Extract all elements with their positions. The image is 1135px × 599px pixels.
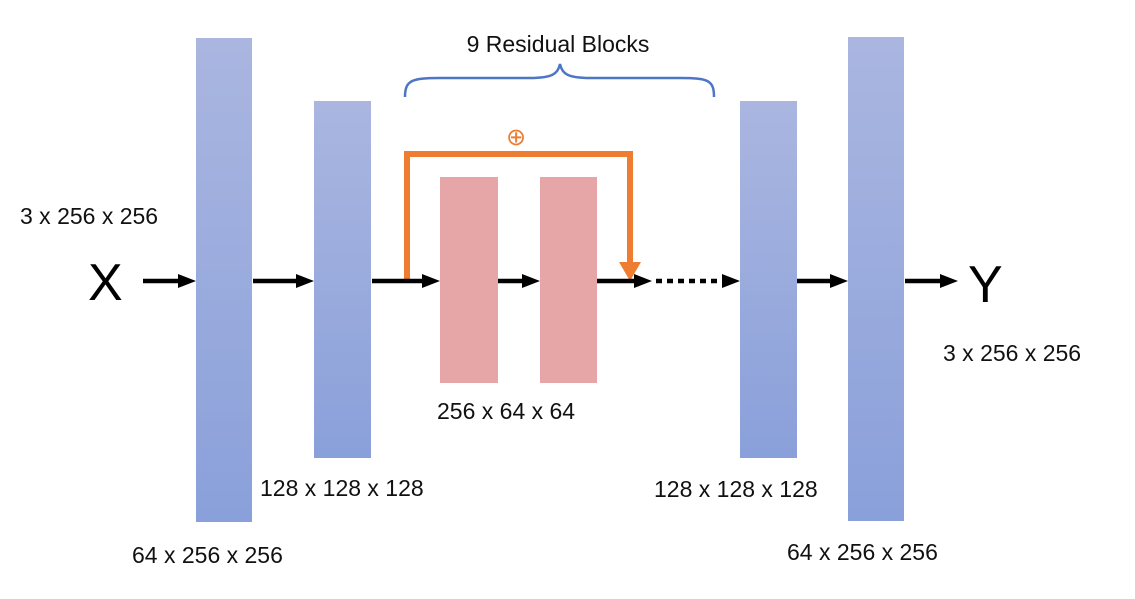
encoder-conv-block-2 — [314, 101, 371, 458]
arrowhead-input-to-enc1 — [178, 274, 196, 288]
output-shape-label: 3 x 256 x 256 — [943, 340, 1081, 366]
arrowhead-res2-out — [634, 274, 652, 288]
residual-blocks-title: 9 Residual Blocks — [467, 31, 650, 57]
residual-block-1 — [440, 177, 498, 383]
arrowhead-dec2-to-output — [940, 274, 958, 288]
decoder-block-2-shape-label: 64 x 256 x 256 — [787, 539, 938, 565]
flow-arrows — [143, 274, 958, 288]
input-shape-label: 3 x 256 x 256 — [20, 203, 158, 229]
skip-connection-arrowhead — [619, 262, 641, 281]
residual-block-shape-label: 256 x 64 x 64 — [437, 398, 575, 424]
input-x-symbol: X — [88, 254, 123, 312]
residual-block-2 — [540, 177, 597, 383]
encoder-conv-block-1 — [196, 38, 252, 522]
arrowhead-dec1-to-dec2 — [830, 274, 848, 288]
decoder-conv-block-2 — [848, 37, 904, 521]
arrowhead-res1-to-res2 — [522, 274, 540, 288]
residual-blocks-brace — [403, 63, 716, 98]
arrowhead-enc1-to-enc2 — [296, 274, 314, 288]
arrowhead-to-dec1 — [722, 274, 740, 288]
arrowhead-enc2-to-res1 — [422, 274, 440, 288]
encoder-block-1-shape-label: 64 x 256 x 256 — [132, 542, 283, 568]
addition-symbol: ⊕ — [506, 123, 526, 151]
decoder-conv-block-1 — [740, 101, 797, 458]
skip-connection-line — [404, 151, 633, 281]
encoder-block-2-shape-label: 128 x 128 x 128 — [260, 475, 424, 501]
output-y-symbol: Y — [968, 256, 1003, 314]
decoder-block-1-shape-label: 128 x 128 x 128 — [654, 476, 818, 502]
